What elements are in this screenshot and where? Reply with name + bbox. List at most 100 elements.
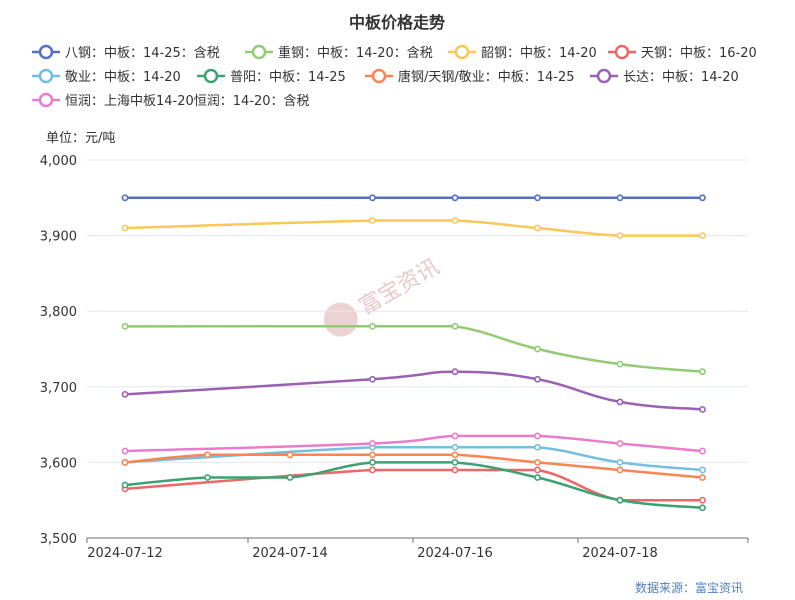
legend-item[interactable]: 唐钢/天钢/敬业：中板：14-25 <box>365 68 575 85</box>
watermark-text: 富宝资讯 <box>355 255 444 321</box>
data-point[interactable] <box>534 194 541 202</box>
data-point[interactable] <box>699 194 706 202</box>
data-point[interactable] <box>204 451 211 459</box>
data-point[interactable] <box>699 232 706 239</box>
series-6 <box>121 458 706 512</box>
series-3 <box>121 217 706 239</box>
grid <box>87 159 748 539</box>
data-point[interactable] <box>616 194 624 202</box>
data-point[interactable] <box>451 451 459 459</box>
data-point[interactable] <box>451 458 459 466</box>
series-2 <box>121 322 706 376</box>
series-line <box>124 325 703 373</box>
series-group <box>121 194 706 512</box>
legend-item[interactable]: 天钢：中板：16-20 <box>608 44 757 61</box>
data-point[interactable] <box>699 368 706 376</box>
legend-marker-icon <box>38 44 54 60</box>
data-point[interactable] <box>699 447 706 455</box>
legend-item[interactable]: 普阳：中板：14-25 <box>197 68 346 85</box>
data-point[interactable] <box>616 232 624 239</box>
data-point[interactable] <box>369 440 376 447</box>
legend-item[interactable]: 八钢：中板：14-25：含税 <box>32 44 220 61</box>
data-point[interactable] <box>534 466 541 474</box>
data-point[interactable] <box>616 398 624 406</box>
y-tick-label: 3,900 <box>40 230 77 245</box>
legend-marker-icon <box>371 68 387 84</box>
data-point[interactable] <box>286 474 294 481</box>
y-tick-label: 3,500 <box>40 532 77 547</box>
data-point[interactable] <box>286 451 294 459</box>
legend-item[interactable]: 敬业：中板：14-20 <box>32 68 181 85</box>
data-point[interactable] <box>534 345 541 353</box>
series-7 <box>121 451 706 481</box>
chart-title: 中板价格走势 <box>349 13 445 32</box>
data-source: 数据来源：富宝资讯 <box>635 580 743 595</box>
data-point[interactable] <box>534 443 541 451</box>
x-tick-label: 2024-07-16 <box>417 546 493 561</box>
data-point[interactable] <box>534 458 541 466</box>
legend-marker-icon <box>203 68 219 84</box>
data-point[interactable] <box>451 443 459 451</box>
data-point[interactable] <box>451 322 459 330</box>
data-point[interactable] <box>369 451 376 459</box>
data-point[interactable] <box>369 322 376 330</box>
series-1 <box>121 194 706 202</box>
series-4 <box>121 466 706 504</box>
legend-marker-icon <box>38 92 54 108</box>
data-point[interactable] <box>534 474 541 481</box>
data-point[interactable] <box>534 375 541 383</box>
data-point[interactable] <box>616 440 624 447</box>
x-tick-label: 2024-07-18 <box>582 546 658 561</box>
data-point[interactable] <box>616 496 624 504</box>
legend-item[interactable]: 长达：中板：14-20 <box>590 68 739 85</box>
y-axis-unit-label: 单位：元/吨 <box>46 131 115 146</box>
data-point[interactable] <box>369 466 376 474</box>
axes: 3,500 3,600 3,700 3,800 3,900 4,000 2024-07-12… <box>40 154 749 561</box>
data-point[interactable] <box>121 458 129 466</box>
data-point[interactable] <box>616 458 624 466</box>
legend-label: 八钢：中板：14-25：含税 <box>65 45 220 61</box>
legend-marker-icon <box>596 68 612 84</box>
series-line <box>124 461 703 510</box>
legend-marker-icon <box>251 44 267 60</box>
data-point[interactable] <box>121 390 129 398</box>
x-tick-label: 2024-07-14 <box>252 546 328 561</box>
legend-label: 唐钢/天钢/敬业：中板：14-25 <box>398 69 575 85</box>
data-point[interactable] <box>699 406 706 413</box>
data-point[interactable] <box>121 481 129 489</box>
data-point[interactable] <box>699 466 706 474</box>
data-point[interactable] <box>699 474 706 481</box>
data-point[interactable] <box>369 458 376 466</box>
data-point[interactable] <box>369 375 376 383</box>
data-point[interactable] <box>451 368 459 376</box>
data-point[interactable] <box>204 474 211 481</box>
data-point[interactable] <box>451 432 459 440</box>
series-line <box>124 434 703 453</box>
data-point[interactable] <box>451 466 459 474</box>
data-point[interactable] <box>121 447 129 455</box>
legend-item[interactable]: 重钢：中板：14-20：含税 <box>245 44 433 61</box>
data-point[interactable] <box>616 360 624 368</box>
legend-label: 重钢：中板：14-20：含税 <box>278 45 433 61</box>
data-point[interactable] <box>699 504 706 512</box>
data-point[interactable] <box>121 194 129 202</box>
legend-item[interactable]: 韶钢：中板：14-20 <box>448 44 597 61</box>
data-point[interactable] <box>369 217 376 224</box>
legend-item[interactable]: 恒润：上海中板14-20恒润：14-20：含税 <box>32 92 310 109</box>
x-tick-label: 2024-07-12 <box>87 546 163 561</box>
data-point[interactable] <box>451 217 459 224</box>
series-line <box>124 453 703 479</box>
data-point[interactable] <box>369 194 376 202</box>
data-point[interactable] <box>534 224 541 232</box>
legend: 八钢：中板：14-25：含税 重钢：中板：14-20：含税 韶钢：中板：14-20 天… <box>32 44 757 109</box>
legend-marker-icon <box>454 44 470 60</box>
data-point[interactable] <box>534 432 541 440</box>
data-point[interactable] <box>616 466 624 474</box>
data-point[interactable] <box>121 224 129 232</box>
data-point[interactable] <box>121 322 129 330</box>
data-point[interactable] <box>699 496 706 504</box>
series-line <box>124 446 703 472</box>
data-point[interactable] <box>451 194 459 202</box>
series-line <box>124 219 703 237</box>
